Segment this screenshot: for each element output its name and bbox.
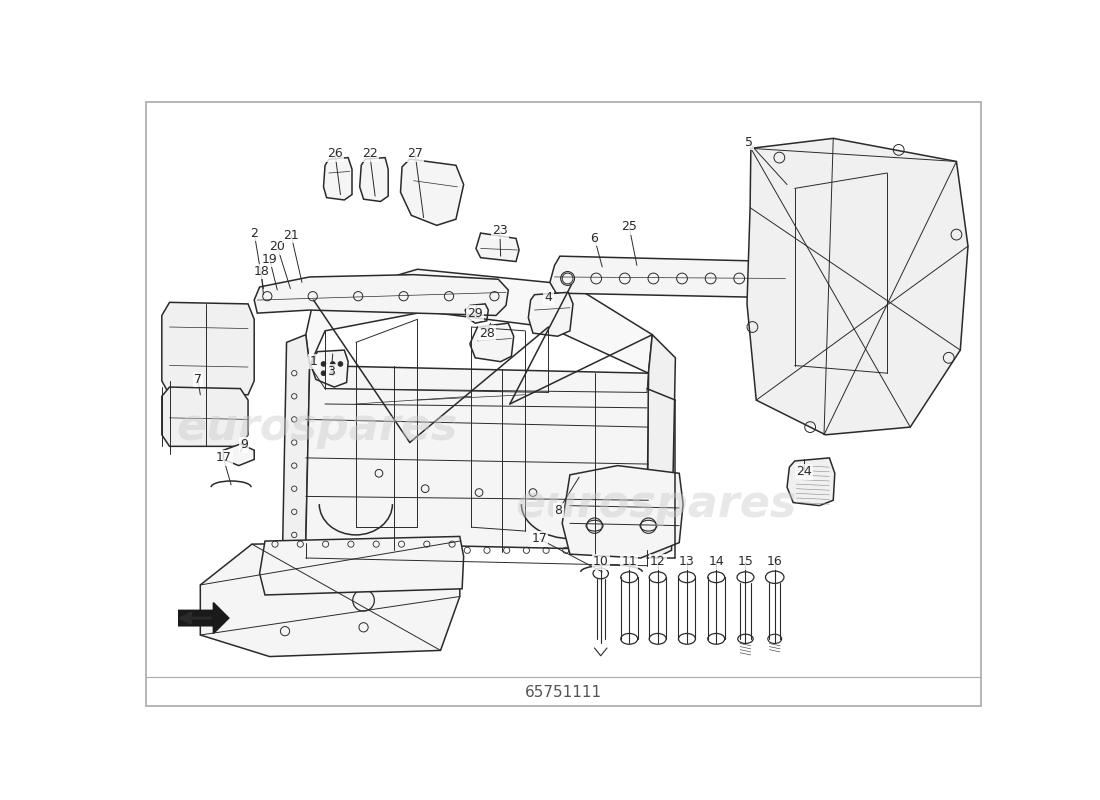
Polygon shape bbox=[306, 270, 652, 373]
Polygon shape bbox=[470, 323, 514, 362]
Text: 25: 25 bbox=[621, 220, 637, 234]
Polygon shape bbox=[306, 366, 649, 550]
Text: 10: 10 bbox=[593, 555, 608, 568]
Polygon shape bbox=[323, 158, 352, 200]
Text: 17: 17 bbox=[531, 532, 547, 546]
Polygon shape bbox=[260, 537, 464, 595]
Polygon shape bbox=[400, 159, 464, 226]
Text: 26: 26 bbox=[327, 147, 343, 160]
Text: 65751111: 65751111 bbox=[525, 686, 603, 700]
Polygon shape bbox=[360, 158, 388, 202]
Text: 24: 24 bbox=[796, 466, 812, 478]
Text: 17: 17 bbox=[216, 451, 231, 464]
Text: 4: 4 bbox=[544, 291, 552, 304]
Circle shape bbox=[330, 371, 336, 375]
Polygon shape bbox=[162, 302, 254, 394]
Text: 21: 21 bbox=[284, 229, 299, 242]
Polygon shape bbox=[283, 334, 310, 550]
Circle shape bbox=[330, 362, 336, 366]
Text: 13: 13 bbox=[679, 555, 695, 568]
Polygon shape bbox=[223, 444, 254, 466]
Polygon shape bbox=[178, 602, 229, 634]
Text: 27: 27 bbox=[407, 147, 424, 160]
Text: 1: 1 bbox=[309, 355, 318, 368]
Circle shape bbox=[338, 362, 343, 366]
Text: 15: 15 bbox=[737, 555, 754, 568]
Text: 7: 7 bbox=[194, 373, 202, 386]
Polygon shape bbox=[788, 458, 835, 506]
Text: 12: 12 bbox=[650, 555, 666, 568]
Text: 19: 19 bbox=[262, 253, 277, 266]
Text: 9: 9 bbox=[240, 438, 249, 451]
Text: 6: 6 bbox=[591, 232, 598, 245]
Text: 8: 8 bbox=[554, 504, 562, 517]
Text: 20: 20 bbox=[270, 241, 285, 254]
Text: eurospares: eurospares bbox=[177, 406, 458, 449]
Text: 29: 29 bbox=[468, 306, 483, 320]
Text: 28: 28 bbox=[478, 326, 495, 340]
Text: 3: 3 bbox=[328, 365, 336, 378]
Text: eurospares: eurospares bbox=[516, 482, 796, 526]
Polygon shape bbox=[562, 466, 683, 558]
Text: 22: 22 bbox=[362, 147, 377, 160]
Polygon shape bbox=[311, 350, 348, 387]
Text: 5: 5 bbox=[745, 136, 752, 149]
Text: 2: 2 bbox=[251, 226, 258, 239]
Polygon shape bbox=[162, 387, 249, 446]
Polygon shape bbox=[254, 274, 508, 315]
Polygon shape bbox=[528, 292, 573, 336]
Polygon shape bbox=[550, 256, 788, 298]
Text: 23: 23 bbox=[492, 224, 508, 238]
Circle shape bbox=[321, 371, 326, 375]
Circle shape bbox=[321, 362, 326, 366]
Polygon shape bbox=[647, 334, 675, 558]
Polygon shape bbox=[200, 541, 460, 657]
Polygon shape bbox=[747, 138, 968, 435]
Text: 14: 14 bbox=[708, 555, 724, 568]
Polygon shape bbox=[476, 233, 519, 262]
Text: 16: 16 bbox=[767, 555, 782, 568]
Text: 11: 11 bbox=[621, 555, 637, 568]
Text: 18: 18 bbox=[253, 265, 270, 278]
